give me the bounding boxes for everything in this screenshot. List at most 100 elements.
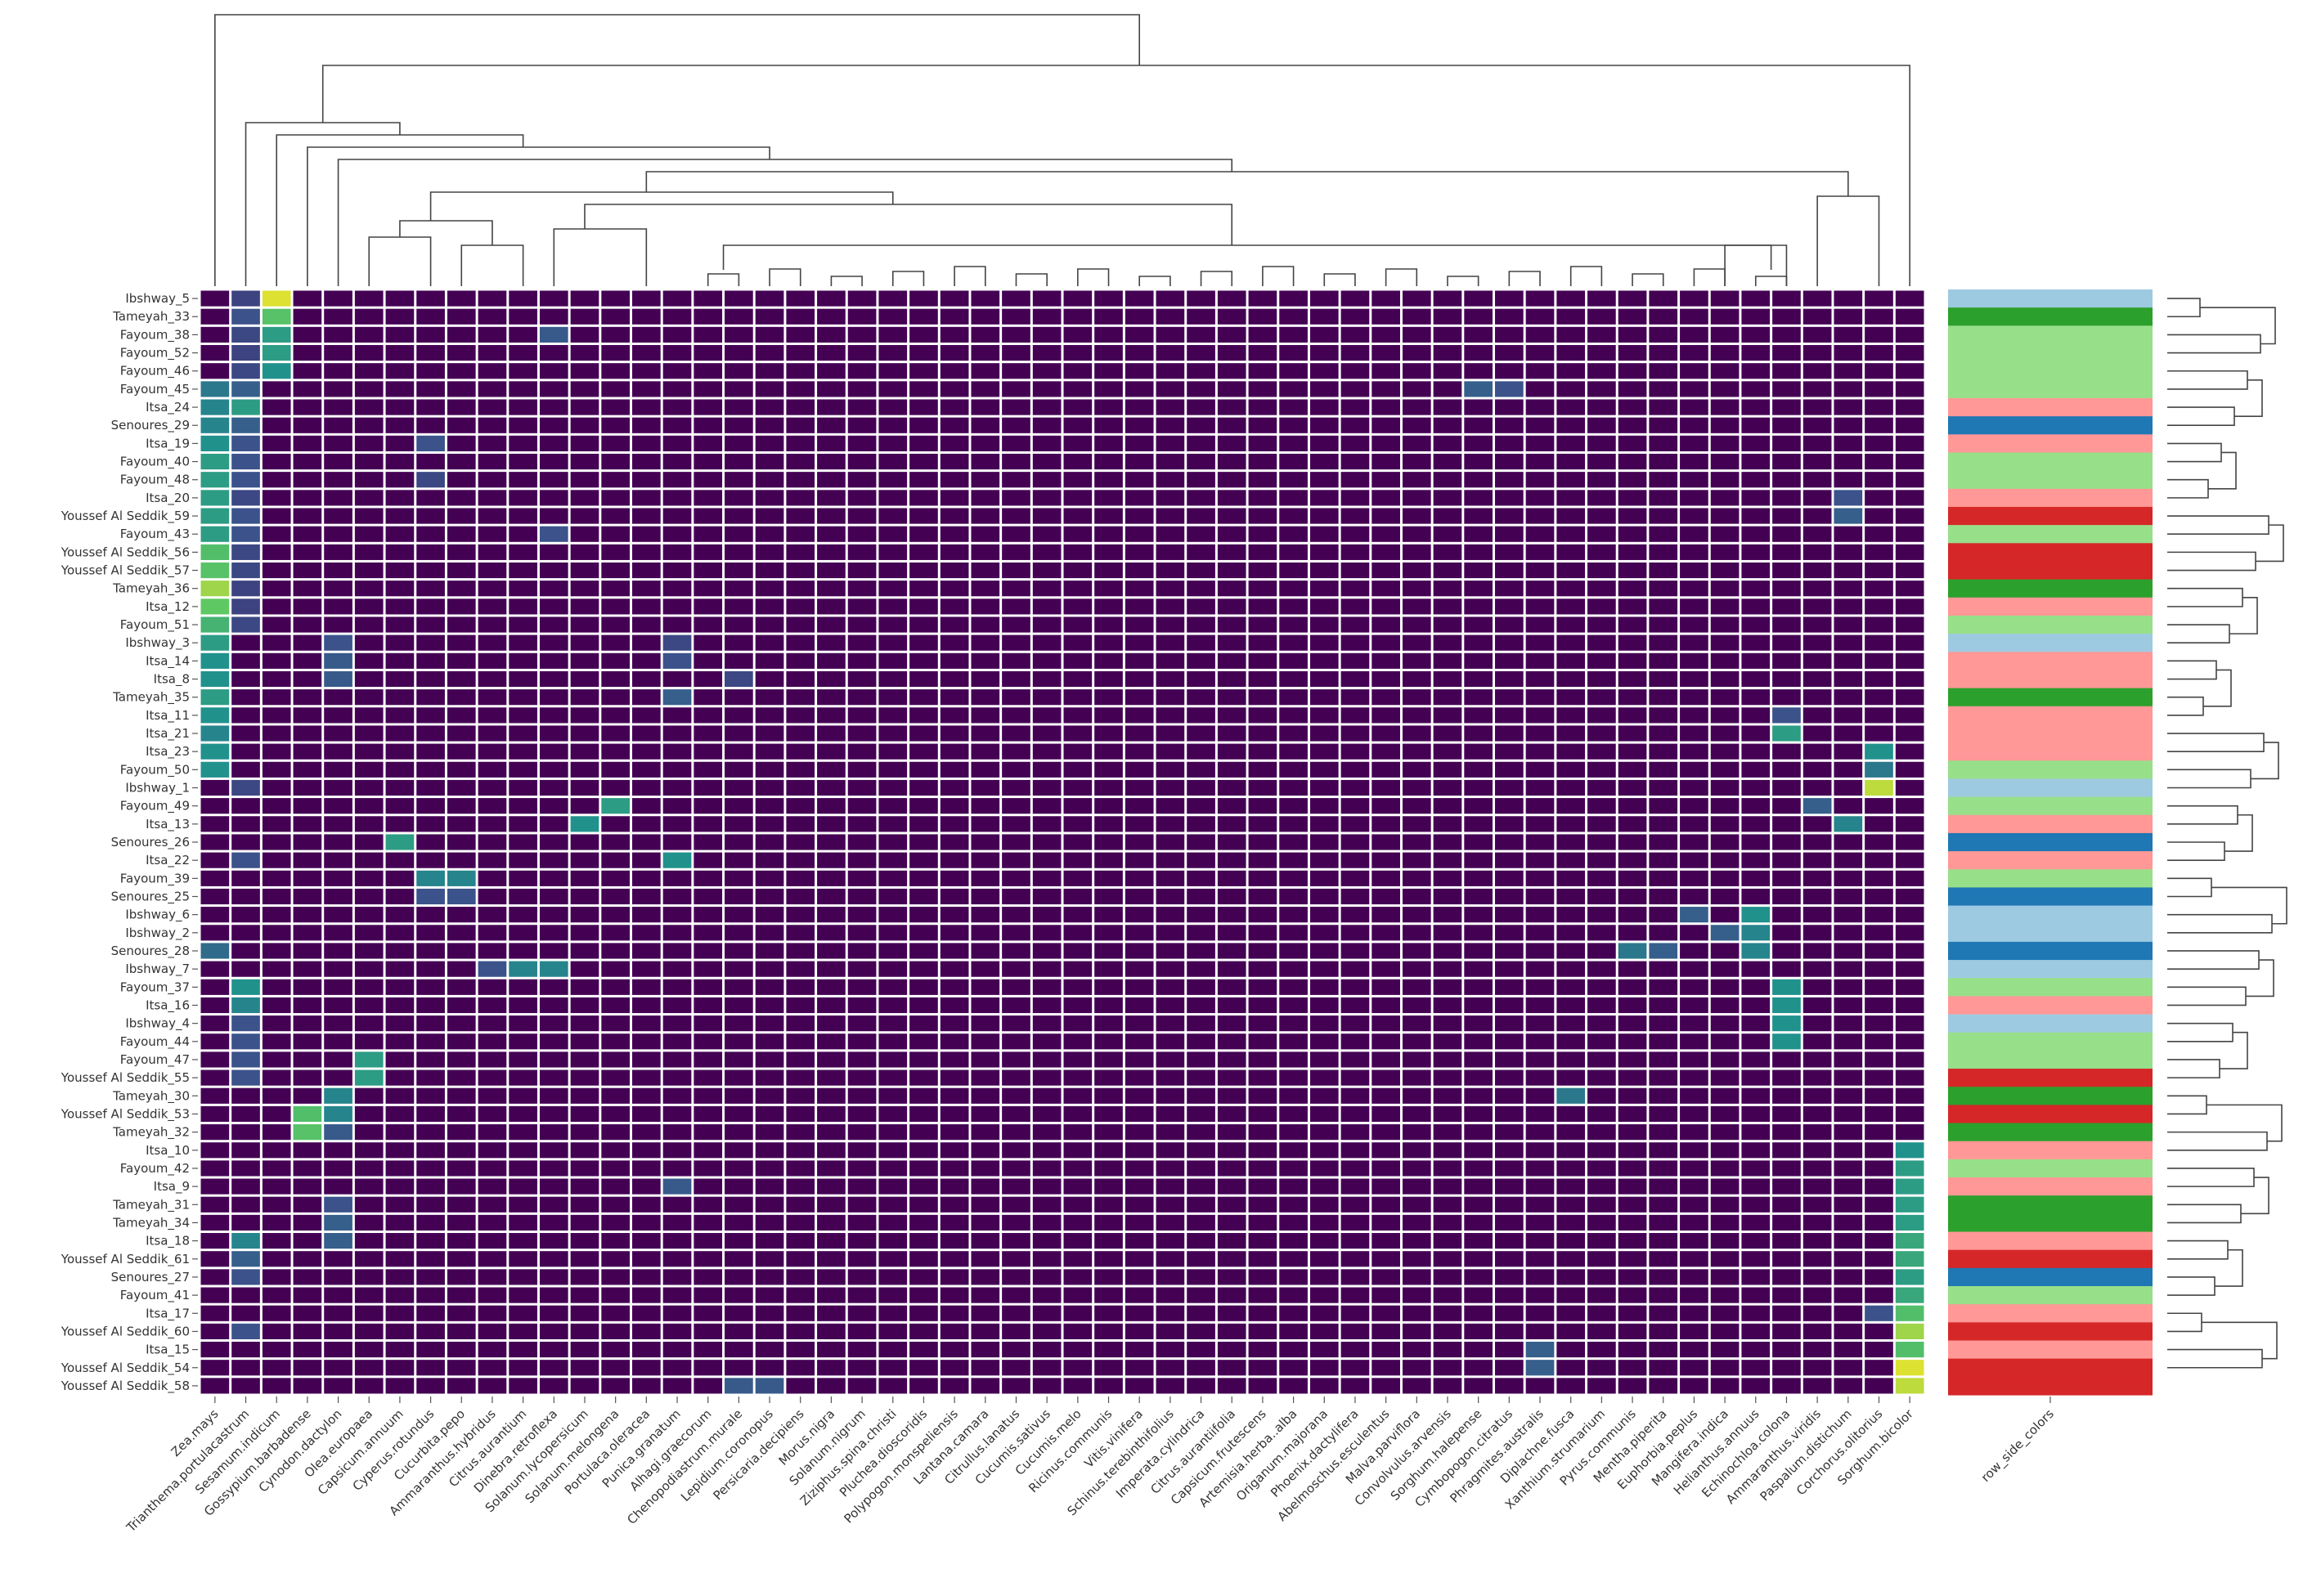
heatmap-cell <box>200 1051 230 1068</box>
heatmap-cell <box>1618 1323 1647 1339</box>
heatmap-cell <box>478 870 507 886</box>
heatmap-cell <box>293 943 322 959</box>
heatmap-cell <box>1649 290 1678 307</box>
heatmap-cell <box>725 888 753 905</box>
heatmap-cell <box>1372 1214 1400 1231</box>
heatmap-cell <box>1587 870 1616 886</box>
heatmap-cell <box>694 634 723 651</box>
heatmap-cell <box>601 961 630 977</box>
heatmap-cell <box>1217 490 1246 506</box>
heatmap-cell <box>1340 888 1370 905</box>
heatmap-cell <box>385 453 415 470</box>
heatmap-cell <box>1772 652 1801 669</box>
heatmap-cell <box>971 689 1000 706</box>
heatmap-cell <box>1372 472 1400 488</box>
heatmap-cell <box>478 1214 507 1231</box>
heatmap-cell <box>786 652 815 669</box>
heatmap-cell <box>1556 779 1586 796</box>
heatmap-cell <box>1094 689 1123 706</box>
heatmap-cell <box>662 526 692 542</box>
heatmap-cell <box>1741 798 1771 814</box>
heatmap-cell <box>632 634 661 651</box>
heatmap-cell <box>1309 997 1339 1014</box>
heatmap-cell <box>1002 344 1030 361</box>
heatmap-cell <box>1649 779 1678 796</box>
heatmap-cell <box>1525 1378 1555 1394</box>
heatmap-cell <box>1802 326 1832 343</box>
heatmap-cell <box>1865 544 1893 560</box>
heatmap-cell <box>1649 1105 1678 1123</box>
row-label: Itsa_9 <box>154 1179 190 1195</box>
heatmap-cell <box>878 308 908 325</box>
heatmap-cell <box>1556 707 1586 724</box>
heatmap-cell <box>662 761 692 778</box>
heatmap-cell <box>1649 943 1678 959</box>
heatmap-cell <box>632 616 661 633</box>
heatmap-cell <box>601 472 630 488</box>
heatmap-cell <box>1340 1214 1370 1231</box>
heatmap-cell <box>231 997 260 1014</box>
heatmap-cell <box>1125 526 1154 542</box>
heatmap-cell <box>1433 979 1462 995</box>
heatmap-cell <box>1402 598 1431 615</box>
heatmap-cell <box>725 344 753 361</box>
heatmap-cell <box>1433 1305 1462 1321</box>
heatmap-cell <box>601 907 630 923</box>
heatmap-cell <box>662 907 692 923</box>
row-label: Fayoum_41 <box>120 1288 190 1303</box>
heatmap-cell <box>1710 670 1740 688</box>
row-label: Tameyah_36 <box>112 581 190 597</box>
heatmap-cell <box>509 1251 537 1267</box>
dendrogram-link <box>2167 515 2269 536</box>
heatmap-cell <box>1834 1378 1863 1394</box>
heatmap-cell <box>1741 634 1771 651</box>
heatmap-cell <box>878 997 908 1014</box>
heatmap-cell <box>1525 1178 1555 1195</box>
heatmap-cell <box>1248 961 1277 977</box>
heatmap-cell <box>909 707 938 724</box>
heatmap-cell <box>755 598 784 615</box>
heatmap-cell <box>1032 544 1062 560</box>
heatmap-cell <box>1649 725 1678 742</box>
heatmap-cell <box>1618 290 1647 307</box>
heatmap-cell <box>1895 1305 1924 1321</box>
heatmap-cell <box>1402 1069 1431 1086</box>
heatmap-cell <box>1032 1323 1062 1339</box>
heatmap-cell <box>1309 1360 1339 1376</box>
heatmap-cell <box>1402 634 1431 651</box>
heatmap-cell <box>231 1305 260 1321</box>
heatmap-cell <box>847 888 877 905</box>
heatmap-cell <box>324 1015 352 1032</box>
heatmap-cell <box>447 961 476 977</box>
heatmap-cell <box>1802 344 1832 361</box>
heatmap-cell <box>1248 363 1277 379</box>
heatmap-cell <box>1834 888 1863 905</box>
heatmap-cell <box>1495 1269 1524 1285</box>
heatmap-cell <box>971 1069 1000 1086</box>
heatmap-cell <box>1156 1087 1185 1104</box>
heatmap-cell <box>1710 363 1740 379</box>
heatmap-cell <box>200 1360 230 1376</box>
heatmap-cell <box>1741 1214 1771 1231</box>
heatmap-cell <box>878 1033 908 1050</box>
heatmap-cell <box>1525 779 1555 796</box>
heatmap-cell <box>662 888 692 905</box>
heatmap-cell <box>1279 652 1308 669</box>
heatmap-cell <box>1402 344 1431 361</box>
heatmap-cell <box>1002 581 1030 597</box>
side-color-cell <box>1948 1050 2153 1069</box>
heatmap-cell <box>1556 888 1586 905</box>
heatmap-cell <box>262 834 291 850</box>
dendrogram-link <box>2167 877 2212 898</box>
heatmap-cell <box>1865 1051 1893 1068</box>
heatmap-cell <box>1340 816 1370 832</box>
heatmap-cell <box>1433 508 1462 524</box>
heatmap-cell <box>1525 925 1555 941</box>
heatmap-cell <box>817 1160 846 1177</box>
heatmap-cell <box>1525 798 1555 814</box>
heatmap-cell <box>1587 979 1616 995</box>
heatmap-cell <box>447 907 476 923</box>
dendrogram-link <box>2167 370 2248 390</box>
heatmap-cell <box>1495 943 1524 959</box>
heatmap-cell <box>755 1251 784 1267</box>
